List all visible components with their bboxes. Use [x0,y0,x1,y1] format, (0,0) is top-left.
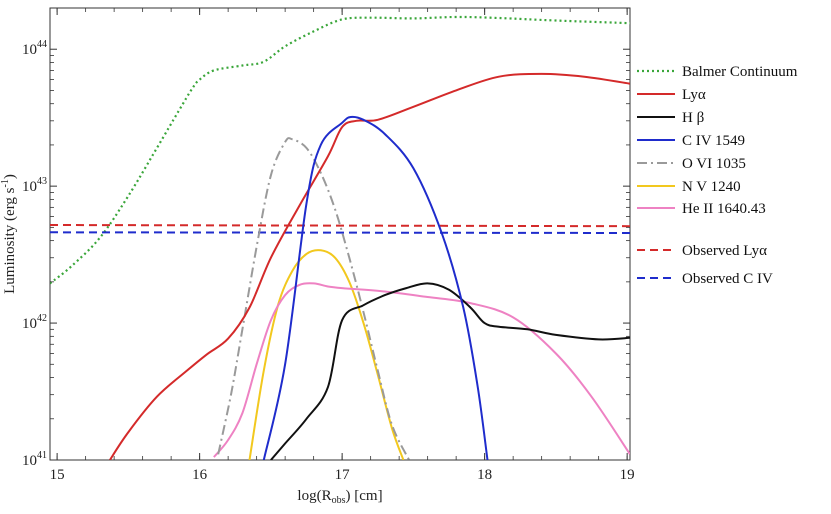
series-line-ly- [109,72,630,460]
series-line-h- [270,282,630,460]
y-tick-label: 1042 [22,313,47,332]
legend-label: Balmer Continuum [682,64,798,80]
x-tick-label: 18 [477,467,492,483]
legend-label: C IV 1549 [682,133,745,149]
x-tick-label: 19 [620,467,635,483]
series-line-observed-c-iv [50,231,630,234]
series-line-observed-ly- [50,224,630,228]
legend-label: Observed C IV [682,271,773,287]
x-tick-label: 16 [192,467,208,483]
x-axis-title: log(Robs) [cm] [297,488,382,506]
legend-label: H β [682,110,704,126]
x-tick-label: 15 [50,467,65,483]
y-tick-label: 1043 [22,176,47,195]
y-tick-label: 1044 [22,39,47,58]
legend-label: Observed Lyα [682,243,767,259]
series-line-c-iv-1549 [262,115,489,460]
plot-area [49,7,631,461]
legend-label: He II 1640.43 [682,201,766,217]
legend-label: O VI 1035 [682,156,746,172]
y-axis-title: Luminosity (erg s-1) [0,174,18,294]
legend-label: N V 1240 [682,179,741,195]
legend-label: Lyα [682,87,706,103]
x-tick-label: 17 [335,467,351,483]
y-tick-label: 1041 [22,450,47,469]
series-line-balmer-continuum [50,15,630,285]
